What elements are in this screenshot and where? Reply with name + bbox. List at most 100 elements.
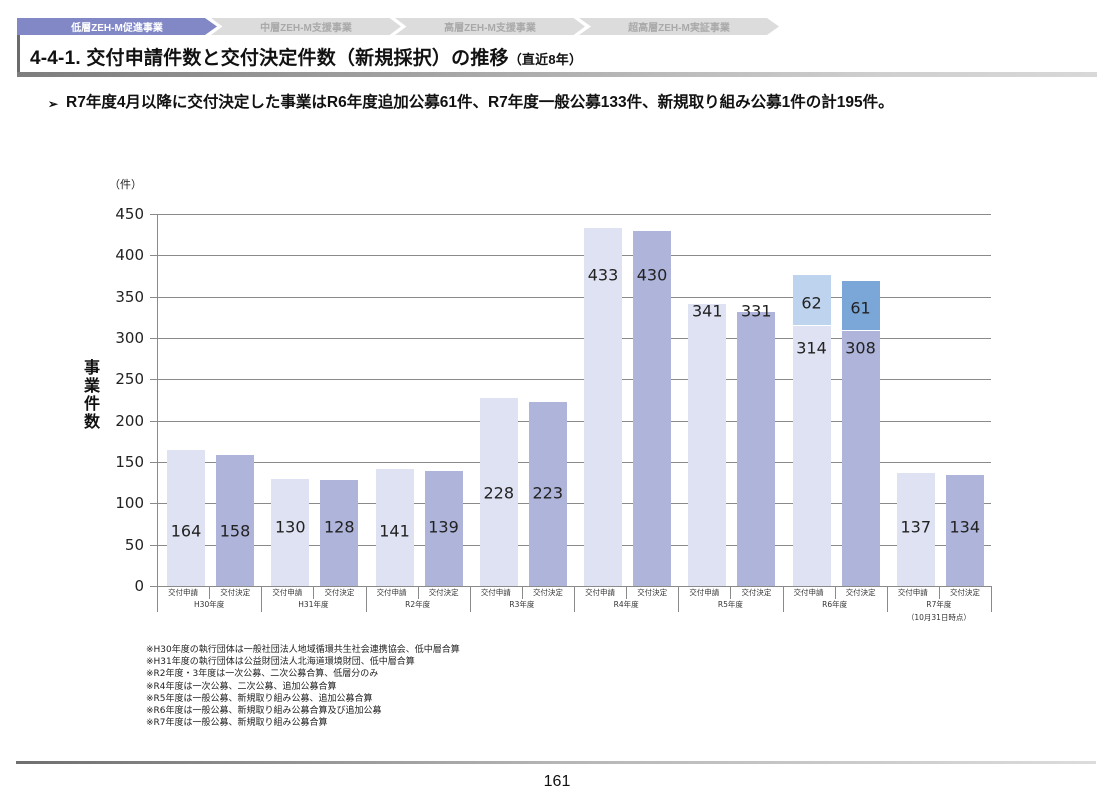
footnote: ※R2年度・3年度は一次公募、二次公募合算、低層分のみ [146, 669, 379, 680]
x-category-divider [261, 586, 262, 612]
footnote: ※H30年度の執行団体は一般社団法人地域循環共生社会連携協会、低中層合算 [146, 645, 460, 655]
bar-value-label: 223 [532, 483, 564, 503]
x-subcategory-divider [522, 587, 523, 599]
gridline [150, 297, 991, 298]
page-title: 4-4-1. 交付申請件数と交付決定件数（新規採択）の推移（直近8年） [30, 43, 582, 70]
bar-application [584, 228, 622, 586]
x-subcategory-label: 交付申請 [897, 588, 928, 597]
x-category-label: R6年度 [822, 600, 848, 609]
footnote: ※R6年度は一般公募、新規取り組み公募合算及び追加公募 [146, 706, 382, 717]
bar-decision [528, 401, 567, 586]
bar-value-label: 308 [845, 338, 876, 358]
x-subcategory-label: 交付申請 [272, 588, 303, 597]
y-axis-line [157, 214, 158, 586]
footnote: ※H31年度の執行団体は公益財団法人北海道環境財団、低中層合算 [146, 657, 415, 668]
y-tick-label: 100 [115, 494, 144, 513]
bar-application [896, 472, 935, 586]
x-subcategory-divider [418, 587, 419, 599]
x-subcategory-label: 交付申請 [168, 588, 199, 597]
y-tick-label: 450 [115, 205, 144, 223]
x-category-divider [991, 586, 992, 612]
bar-application [167, 450, 205, 586]
gridline [150, 503, 991, 504]
y-tick-label: 50 [124, 535, 144, 554]
page-number: 161 [543, 773, 571, 790]
bar-value-label: 158 [219, 521, 251, 541]
bar-decision [424, 471, 463, 586]
bar-value-label: 430 [636, 265, 668, 285]
bar-value-label: 137 [900, 517, 932, 537]
gridline [150, 214, 991, 215]
x-category-divider [366, 586, 367, 612]
page-title-sub: （直近8年） [508, 52, 583, 67]
bullet-arrow-icon: ➢ [48, 97, 59, 111]
x-subcategory-divider [730, 587, 731, 599]
tab-high-rise[interactable]: 高層ZEH-M支援事業 [395, 18, 585, 35]
y-tick-label: 350 [115, 287, 144, 306]
x-category-label: R5年度 [717, 600, 743, 609]
bar-value-label: 134 [949, 517, 981, 537]
gridline [150, 421, 991, 422]
x-subcategory-label: 交付申請 [585, 588, 616, 597]
x-category-label: H30年度 [194, 600, 225, 609]
bar-application-additional [792, 275, 831, 326]
x-category-divider [470, 586, 471, 612]
x-category-divider [157, 586, 158, 612]
gridline [150, 462, 991, 463]
tab-super-high-rise[interactable]: 超高層ZEH-M実証事業 [579, 18, 779, 35]
y-axis-label: 事業件数 [83, 360, 100, 431]
y-tick-label: 300 [115, 329, 144, 347]
x-subcategory-label: 交付決定 [845, 588, 876, 597]
x-category-label: H31年度 [298, 600, 329, 609]
x-subcategory-label: 交付決定 [324, 588, 355, 597]
tab-mid-rise[interactable]: 中層ZEH-M支援事業 [211, 18, 401, 35]
x-subcategory-label: 交付決定 [741, 588, 772, 597]
bar-value-label: 164 [170, 521, 202, 541]
summary-text: R7年度4月以降に交付決定した事業はR6年度追加公募61件、R7年度一般公募13… [66, 94, 894, 111]
y-tick-label: 250 [115, 370, 144, 389]
program-tabs: 低層ZEH-M促進事業 中層ZEH-M支援事業 高層ZEH-M支援事業 超高層Z… [17, 18, 779, 35]
x-subcategory-label: 交付申請 [793, 588, 824, 597]
bar-application [271, 478, 310, 586]
x-subcategory-label: 交付決定 [637, 588, 668, 597]
x-category-note: （10月31日時点） [906, 613, 971, 622]
y-tick-label: 400 [115, 246, 144, 265]
bar-value-label: 130 [274, 517, 306, 537]
y-tick-label: 0 [134, 577, 144, 595]
footnote: ※R4年度は一次公募、二次公募、追加公募合算 [146, 681, 337, 692]
x-subcategory-label: 交付申請 [376, 588, 407, 597]
x-category-divider [574, 586, 575, 612]
bar-value-label: 228 [483, 483, 515, 503]
x-category-label: R2年度 [405, 600, 431, 609]
bar-decision-additional [841, 280, 880, 331]
bar-decision [945, 475, 984, 586]
bar-value-label: 433 [587, 265, 619, 285]
x-subcategory-divider [209, 587, 210, 599]
gridline [150, 545, 991, 546]
gridline [150, 379, 991, 380]
x-subcategory-label: 交付決定 [428, 588, 459, 597]
bar-decision [633, 230, 671, 586]
bar-chart: （件） 事業件数 0 50 100 150 200 250 300 350 400 450 164 1… [83, 178, 992, 622]
tab-low-rise[interactable]: 低層ZEH-M促進事業 [17, 18, 217, 35]
bar-value-label: 341 [691, 301, 723, 321]
gridline [150, 255, 991, 256]
bar-value-label: 61 [850, 298, 871, 318]
x-category-label: R7年度 [926, 600, 952, 609]
bar-decision [737, 312, 776, 586]
bar-application [375, 469, 414, 586]
x-subcategory-label: 交付申請 [480, 588, 511, 597]
bar-value-label: 141 [379, 521, 410, 541]
x-category-divider [678, 586, 679, 612]
footnote: ※R5年度は一般公募、新規取り組み公募、追加公募合算 [146, 693, 373, 704]
title-underline [17, 72, 1097, 77]
x-category-label: R4年度 [613, 600, 639, 609]
gridline [150, 338, 991, 339]
y-tick-label: 200 [115, 411, 144, 430]
footnotes: ※H30年度の執行団体は一般社団法人地域循環共生社会連携協会、低中層合算 ※H3… [146, 644, 460, 729]
bar-decision [216, 455, 254, 586]
y-axis-unit: （件） [109, 178, 142, 191]
footnote: ※R7年度は一般公募、新規取り組み公募合算 [146, 718, 328, 729]
bar-application [688, 304, 727, 586]
x-subcategory-divider [835, 587, 836, 599]
